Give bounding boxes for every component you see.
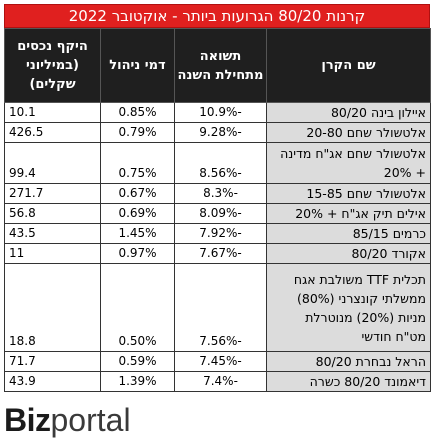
fund-name: אקורד 80/20 <box>266 243 431 264</box>
fund-return: -7.92% <box>174 223 267 244</box>
fund-aum: 43.9 <box>4 371 101 392</box>
fund-return: -7.4% <box>174 371 267 392</box>
table-title: קרנות 80/20 הגרועות ביותר - אוקטובר 2022 <box>4 4 430 28</box>
fund-aum: 71.7 <box>4 351 101 372</box>
table-row: אילים תיק אג"ח + 20% -8.09% 0.69% 56.8 <box>4 203 431 224</box>
fund-name: הראל נבחרת 80/20 <box>266 351 431 372</box>
fund-fee: 0.69% <box>100 203 175 224</box>
fund-fee: 0.79% <box>100 122 175 143</box>
fund-return: -10.9% <box>174 102 267 123</box>
header-return: תשואה מתחילת השנה <box>174 28 267 103</box>
funds-table: שם הקרן תשואה מתחילת השנה דמי ניהול היקף… <box>4 28 431 392</box>
header-aum: היקף נכסים (במיליוני שקלים) <box>4 28 101 103</box>
header-fee: דמי ניהול <box>100 28 175 103</box>
fund-aum: 426.5 <box>4 122 101 143</box>
fund-fee: 1.39% <box>100 371 175 392</box>
fund-aum: 10.1 <box>4 102 101 123</box>
table-row: איילון בינה 80/20 -10.9% 0.85% 10.1 <box>4 102 431 123</box>
bizportal-logo: Bizportal <box>4 402 131 442</box>
fund-return: -7.56% <box>174 263 267 352</box>
fund-aum: 99.4 <box>4 142 101 184</box>
fund-return: -8.56% <box>174 142 267 184</box>
fund-fee: 0.50% <box>100 263 175 352</box>
fund-aum: 271.7 <box>4 183 101 204</box>
fund-aum: 11 <box>4 243 101 264</box>
fund-aum: 43.5 <box>4 223 101 244</box>
logo-biz-text: Biz <box>4 402 51 438</box>
fund-name: כרמים 85/15 <box>266 223 431 244</box>
table-row: הראל נבחרת 80/20 -7.45% 0.59% 71.7 <box>4 351 431 372</box>
fund-fee: 0.67% <box>100 183 175 204</box>
fund-fee: 0.97% <box>100 243 175 264</box>
table-row: אלטשולר שחם אג"ח מדינה + 20% -8.56% 0.75… <box>4 142 431 184</box>
fund-name: אלטשולר שחם אג"ח מדינה + 20% <box>266 142 431 184</box>
fund-name: דיאמונד 80/20 כשרה <box>266 371 431 392</box>
fund-return: -8.3% <box>174 183 267 204</box>
fund-fee: 0.75% <box>100 142 175 184</box>
table-row: אלטשולר שחם 15-85 -8.3% 0.67% 271.7 <box>4 183 431 204</box>
fund-return: -7.67% <box>174 243 267 264</box>
table-row: אלטשולר שחם 20-80 -9.28% 0.79% 426.5 <box>4 122 431 143</box>
header-fund-name: שם הקרן <box>266 28 431 103</box>
table-row: אקורד 80/20 -7.67% 0.97% 11 <box>4 243 431 264</box>
fund-return: -7.45% <box>174 351 267 372</box>
fund-fee: 0.85% <box>100 102 175 123</box>
table-row: כרמים 85/15 -7.92% 1.45% 43.5 <box>4 223 431 244</box>
header-row: שם הקרן תשואה מתחילת השנה דמי ניהול היקף… <box>4 28 431 103</box>
fund-name: איילון בינה 80/20 <box>266 102 431 123</box>
funds-table-container: קרנות 80/20 הגרועות ביותר - אוקטובר 2022… <box>4 4 431 392</box>
fund-return: -9.28% <box>174 122 267 143</box>
fund-name: תכלית TTF משולבת אגח ממשלתי קונצרני (80%… <box>266 263 431 352</box>
table-row: תכלית TTF משולבת אגח ממשלתי קונצרני (80%… <box>4 263 431 352</box>
fund-fee: 0.59% <box>100 351 175 372</box>
fund-return: -8.09% <box>174 203 267 224</box>
fund-name: אלטשולר שחם 15-85 <box>266 183 431 204</box>
fund-aum: 18.8 <box>4 263 101 352</box>
logo-portal-text: portal <box>50 402 131 438</box>
table-row: דיאמונד 80/20 כשרה -7.4% 1.39% 43.9 <box>4 371 431 392</box>
fund-aum: 56.8 <box>4 203 101 224</box>
fund-fee: 1.45% <box>100 223 175 244</box>
fund-name: אלטשולר שחם 20-80 <box>266 122 431 143</box>
fund-name: אילים תיק אג"ח + 20% <box>266 203 431 224</box>
